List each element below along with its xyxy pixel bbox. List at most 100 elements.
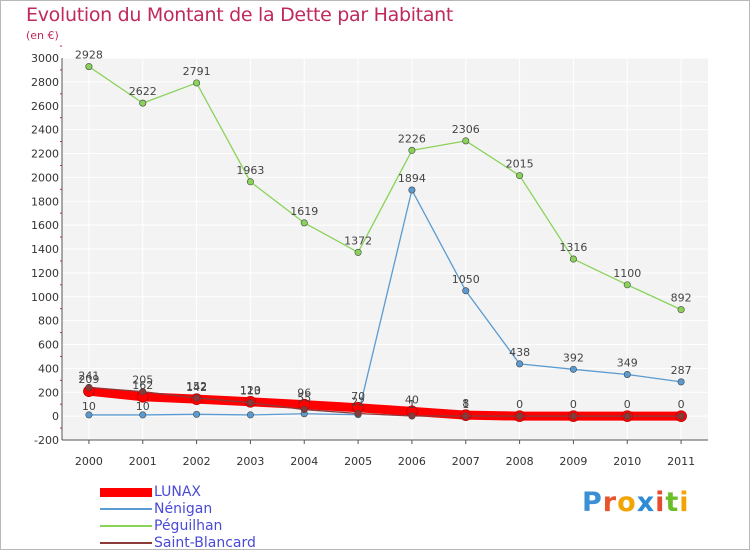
data-label: 2622 xyxy=(129,85,157,98)
logo-letter: P xyxy=(582,487,603,518)
y-tick-label: -200 xyxy=(34,434,59,447)
logo-letter: i xyxy=(655,487,666,518)
data-point xyxy=(139,411,147,419)
data-label: 1316 xyxy=(559,241,587,254)
y-tick-label: 200 xyxy=(38,386,59,399)
y-tick-label: 1200 xyxy=(31,267,59,280)
x-tick-label: 2010 xyxy=(613,455,641,468)
data-label: 438 xyxy=(509,346,530,359)
data-label: 55 xyxy=(297,392,311,405)
data-point xyxy=(569,412,577,420)
data-point xyxy=(354,248,362,256)
data-point xyxy=(516,172,524,180)
y-tick-label: 3000 xyxy=(31,52,59,65)
y-tick-label: 2800 xyxy=(31,76,59,89)
data-point xyxy=(462,287,470,295)
logo-letter: t xyxy=(665,487,680,518)
data-label: 287 xyxy=(671,364,692,377)
y-tick-label: 400 xyxy=(38,362,59,375)
data-label: 10 xyxy=(82,400,96,413)
data-point xyxy=(677,412,685,420)
data-point xyxy=(623,370,631,378)
data-label: 113 xyxy=(240,385,261,398)
legend-label: LUNAX xyxy=(154,484,201,500)
data-label: 2226 xyxy=(398,132,426,145)
y-tick-label: 1400 xyxy=(31,243,59,256)
data-point xyxy=(408,186,416,194)
legend-label: Nénigan xyxy=(154,501,213,517)
data-label: 392 xyxy=(563,351,584,364)
data-label: 120 xyxy=(240,384,261,397)
data-label: 1050 xyxy=(452,273,480,286)
x-tick-label: 2006 xyxy=(398,455,426,468)
data-point xyxy=(193,79,201,87)
logo-letter: o xyxy=(617,487,637,518)
data-point xyxy=(516,360,524,368)
legend-swatch xyxy=(100,525,152,527)
x-tick-label: 2001 xyxy=(129,455,157,468)
data-point xyxy=(300,406,308,414)
data-point xyxy=(462,137,470,145)
data-label: 70 xyxy=(351,390,365,403)
data-label: 205 xyxy=(132,374,153,387)
y-tick-label: 2200 xyxy=(31,148,59,161)
x-tick-label: 2002 xyxy=(183,455,211,468)
data-label: 349 xyxy=(617,356,638,369)
data-label: 209 xyxy=(78,373,99,386)
series-line-1 xyxy=(88,189,682,416)
data-label: 40 xyxy=(405,393,419,406)
data-label: 8 xyxy=(462,397,469,410)
data-label: 22 xyxy=(351,395,365,408)
y-tick-label: 1800 xyxy=(31,195,59,208)
data-point xyxy=(623,412,631,420)
y-tick-label: 2000 xyxy=(31,171,59,184)
y-tick-label: 1600 xyxy=(31,219,59,232)
data-label: 0 xyxy=(516,398,523,411)
x-tick-label: 2005 xyxy=(344,455,372,468)
chart-title: Evolution du Montant de la Dette par Hab… xyxy=(26,4,454,26)
data-point xyxy=(569,255,577,263)
proxiti-logo: Proxiti xyxy=(582,487,690,518)
data-label: 0 xyxy=(624,398,631,411)
logo-letter: x xyxy=(636,487,656,518)
data-label: 1372 xyxy=(344,234,372,247)
data-label: 2928 xyxy=(75,49,103,62)
data-point xyxy=(139,388,147,396)
data-point xyxy=(246,399,254,407)
data-point xyxy=(85,411,93,419)
data-label: 152 xyxy=(186,380,207,393)
data-label: 1 xyxy=(408,398,415,411)
x-tick-label: 2003 xyxy=(236,455,264,468)
y-tick-label: 2400 xyxy=(31,124,59,137)
data-label: 241 xyxy=(78,369,99,382)
data-label: 2306 xyxy=(452,123,480,136)
x-tick-label: 2011 xyxy=(667,455,695,468)
data-label: 142 xyxy=(186,381,207,394)
data-label: 162 xyxy=(132,379,153,392)
y-tick-label: 600 xyxy=(38,339,59,352)
data-label: 2791 xyxy=(183,65,211,78)
data-label: 1619 xyxy=(290,205,318,218)
data-label: 0 xyxy=(570,398,577,411)
data-label: 1894 xyxy=(398,172,426,185)
data-point xyxy=(85,63,93,71)
series-line-3 xyxy=(88,386,682,417)
data-point xyxy=(139,99,147,107)
x-tick-label: 2004 xyxy=(290,455,318,468)
legend-swatch xyxy=(100,542,152,544)
data-point xyxy=(462,412,470,420)
data-label: 10 xyxy=(136,400,150,413)
legend-label: Péguilhan xyxy=(154,518,223,534)
data-point xyxy=(677,378,685,386)
data-label: 1100 xyxy=(613,267,641,280)
logo-letter: i xyxy=(679,487,690,518)
data-label: 0 xyxy=(678,398,685,411)
series-line-2 xyxy=(88,65,682,311)
x-tick-label: 2000 xyxy=(75,455,103,468)
data-label: 96 xyxy=(297,387,311,400)
data-point xyxy=(193,394,201,402)
data-point xyxy=(623,281,631,289)
data-point xyxy=(246,411,254,419)
data-label: 1 xyxy=(462,398,469,411)
